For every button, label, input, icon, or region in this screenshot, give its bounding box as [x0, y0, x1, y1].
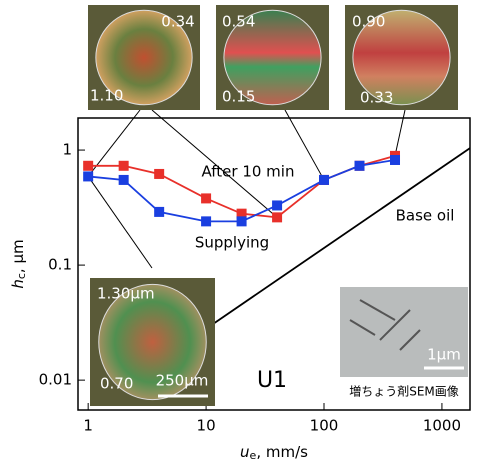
series-line: [205, 147, 471, 330]
marker: [201, 216, 212, 227]
inset-label: 1μm: [427, 346, 461, 364]
connector: [284, 109, 325, 181]
marker: [118, 160, 129, 171]
sem-fiber: [379, 309, 411, 341]
y-tick-label: 0.01: [39, 371, 72, 389]
connector: [87, 176, 153, 269]
x-tick-label: 1: [83, 417, 93, 435]
inset-label: 1.30μm: [97, 285, 155, 303]
y_label-label: hc, μm: [9, 239, 29, 288]
connector: [151, 109, 278, 218]
plot-frame: [77, 117, 471, 411]
marker: [154, 206, 165, 217]
photo-disk: [352, 9, 451, 106]
x_label-sub: e: [250, 449, 257, 462]
x-tick-label: 100: [310, 417, 339, 435]
annotation: U1: [257, 368, 287, 393]
marker: [201, 193, 212, 204]
x-tick-label: 1000: [423, 417, 461, 435]
x-tick-label: 10: [197, 417, 216, 435]
marker: [319, 174, 330, 185]
y_label-main: h: [9, 279, 27, 289]
marker: [236, 216, 247, 227]
connector: [394, 109, 406, 156]
sem-fiber: [399, 329, 421, 351]
photo-disk: [98, 283, 207, 401]
marker: [390, 154, 401, 165]
sem-photo: [340, 287, 468, 377]
y_label-rest: , μm: [9, 239, 27, 273]
marker: [236, 208, 247, 219]
inset-label: 250μm: [156, 372, 209, 390]
y_label-sub: c: [15, 273, 28, 279]
legend-label: Base oil: [396, 207, 455, 225]
sem-fiber: [349, 319, 376, 336]
inset-label: 1.10: [90, 87, 123, 105]
marker: [154, 168, 165, 179]
photo-disk: [223, 9, 322, 106]
x_label-rest: , mm/s: [256, 443, 308, 461]
inset-caption: 増ちょう剤SEM画像: [349, 384, 459, 399]
inset-label: 0.70: [100, 375, 133, 393]
inset-label: 0.90: [352, 13, 385, 31]
inset-label: 0.34: [161, 13, 194, 31]
x_label-main: u: [240, 443, 250, 461]
sem-fiber: [359, 299, 396, 321]
inset-label: 0.54: [222, 13, 255, 31]
marker: [83, 171, 94, 182]
legend-label: After 10 min: [202, 163, 295, 181]
x_label-label: ue, mm/s: [240, 443, 308, 463]
y-tick-label: 0.1: [48, 256, 72, 274]
inset-label: 0.33: [360, 89, 393, 107]
marker: [272, 200, 283, 211]
marker: [118, 174, 129, 185]
photo-disk: [95, 9, 193, 106]
marker: [272, 212, 283, 223]
y-tick-label: 1: [62, 141, 72, 159]
marker: [354, 160, 365, 171]
legend-label: Supplying: [195, 234, 269, 252]
marker: [83, 160, 94, 171]
inset-label: 0.15: [222, 88, 255, 106]
